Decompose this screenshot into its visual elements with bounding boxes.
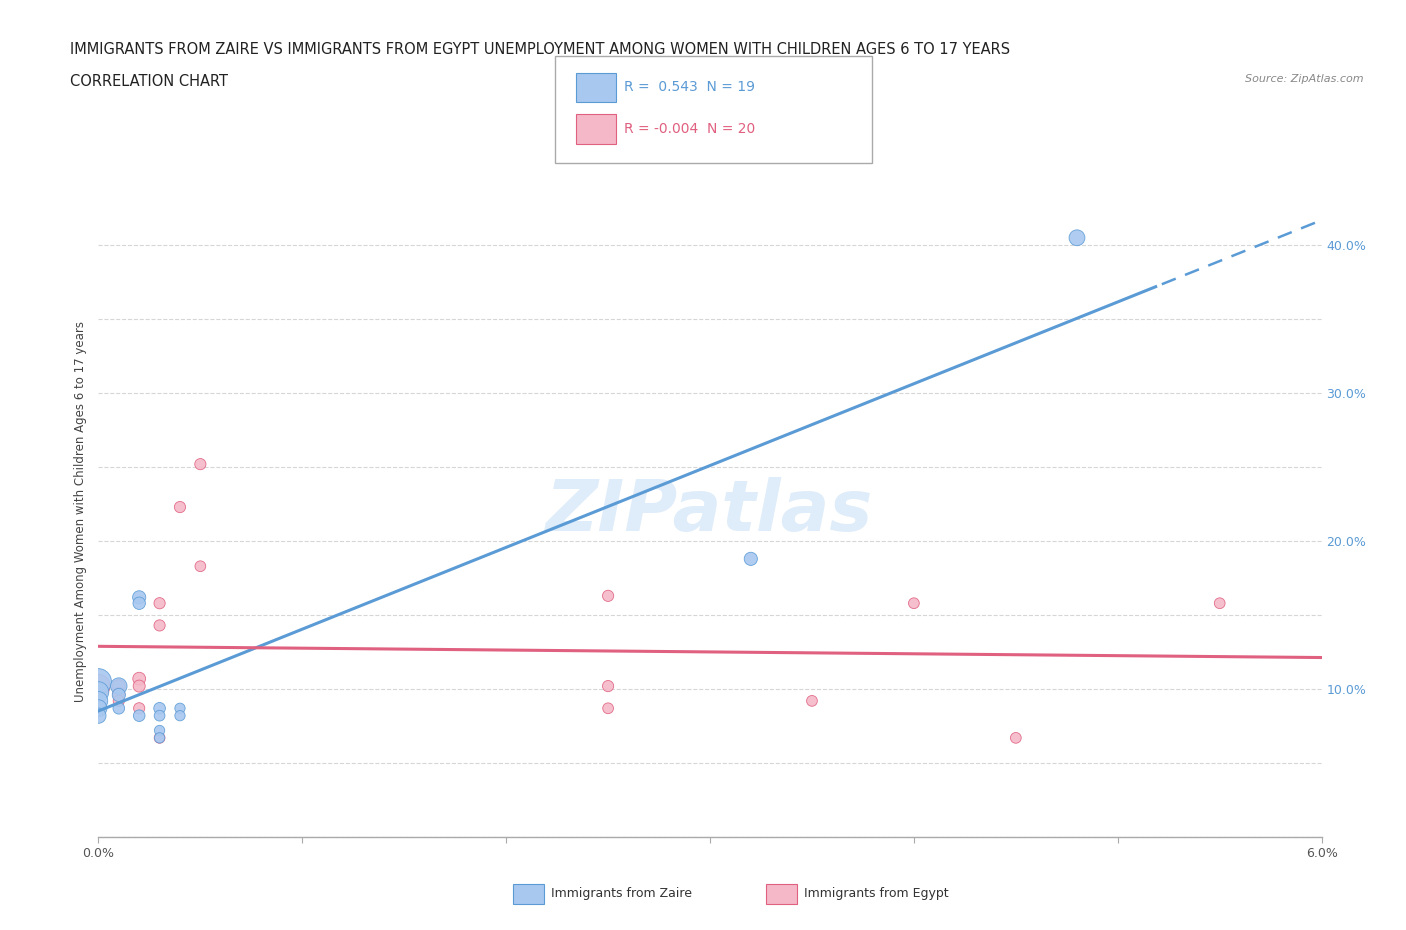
Text: IMMIGRANTS FROM ZAIRE VS IMMIGRANTS FROM EGYPT UNEMPLOYMENT AMONG WOMEN WITH CHI: IMMIGRANTS FROM ZAIRE VS IMMIGRANTS FROM…	[70, 42, 1011, 57]
Point	[598, 589, 620, 604]
Point	[149, 723, 172, 737]
Point	[598, 679, 620, 694]
Point	[169, 499, 191, 514]
Point	[149, 701, 172, 716]
Text: CORRELATION CHART: CORRELATION CHART	[70, 74, 228, 89]
Point	[87, 709, 110, 724]
Point	[128, 701, 150, 716]
Point	[108, 686, 131, 701]
Point	[740, 551, 762, 566]
Point	[108, 679, 131, 694]
Point	[128, 590, 150, 604]
Point	[801, 694, 824, 709]
Point	[188, 559, 212, 574]
Point	[169, 709, 191, 724]
Point	[149, 618, 172, 633]
Point	[1004, 730, 1026, 745]
Point	[149, 730, 172, 745]
Point	[128, 679, 150, 694]
Point	[87, 684, 110, 699]
Point	[87, 694, 110, 709]
Text: Source: ZipAtlas.com: Source: ZipAtlas.com	[1246, 74, 1364, 85]
Point	[149, 709, 172, 724]
Point	[1066, 231, 1088, 246]
Point	[108, 679, 131, 694]
Point	[108, 694, 131, 709]
Point	[87, 674, 110, 689]
Point	[149, 730, 172, 745]
Point	[128, 596, 150, 611]
Point	[188, 457, 212, 472]
Point	[598, 701, 620, 716]
Point	[149, 596, 172, 611]
Point	[903, 596, 925, 611]
Text: ZIPatlas: ZIPatlas	[547, 477, 873, 546]
Point	[1208, 596, 1232, 611]
Point	[169, 701, 191, 716]
Point	[128, 671, 150, 686]
Text: Immigrants from Egypt: Immigrants from Egypt	[804, 887, 949, 900]
Text: Immigrants from Zaire: Immigrants from Zaire	[551, 887, 692, 900]
Point	[87, 679, 110, 694]
Text: R = -0.004  N = 20: R = -0.004 N = 20	[624, 122, 755, 137]
Point	[87, 701, 110, 716]
Y-axis label: Unemployment Among Women with Children Ages 6 to 17 years: Unemployment Among Women with Children A…	[75, 321, 87, 702]
Point	[128, 709, 150, 724]
Point	[108, 701, 131, 716]
Point	[108, 687, 131, 702]
Text: R =  0.543  N = 19: R = 0.543 N = 19	[624, 80, 755, 95]
